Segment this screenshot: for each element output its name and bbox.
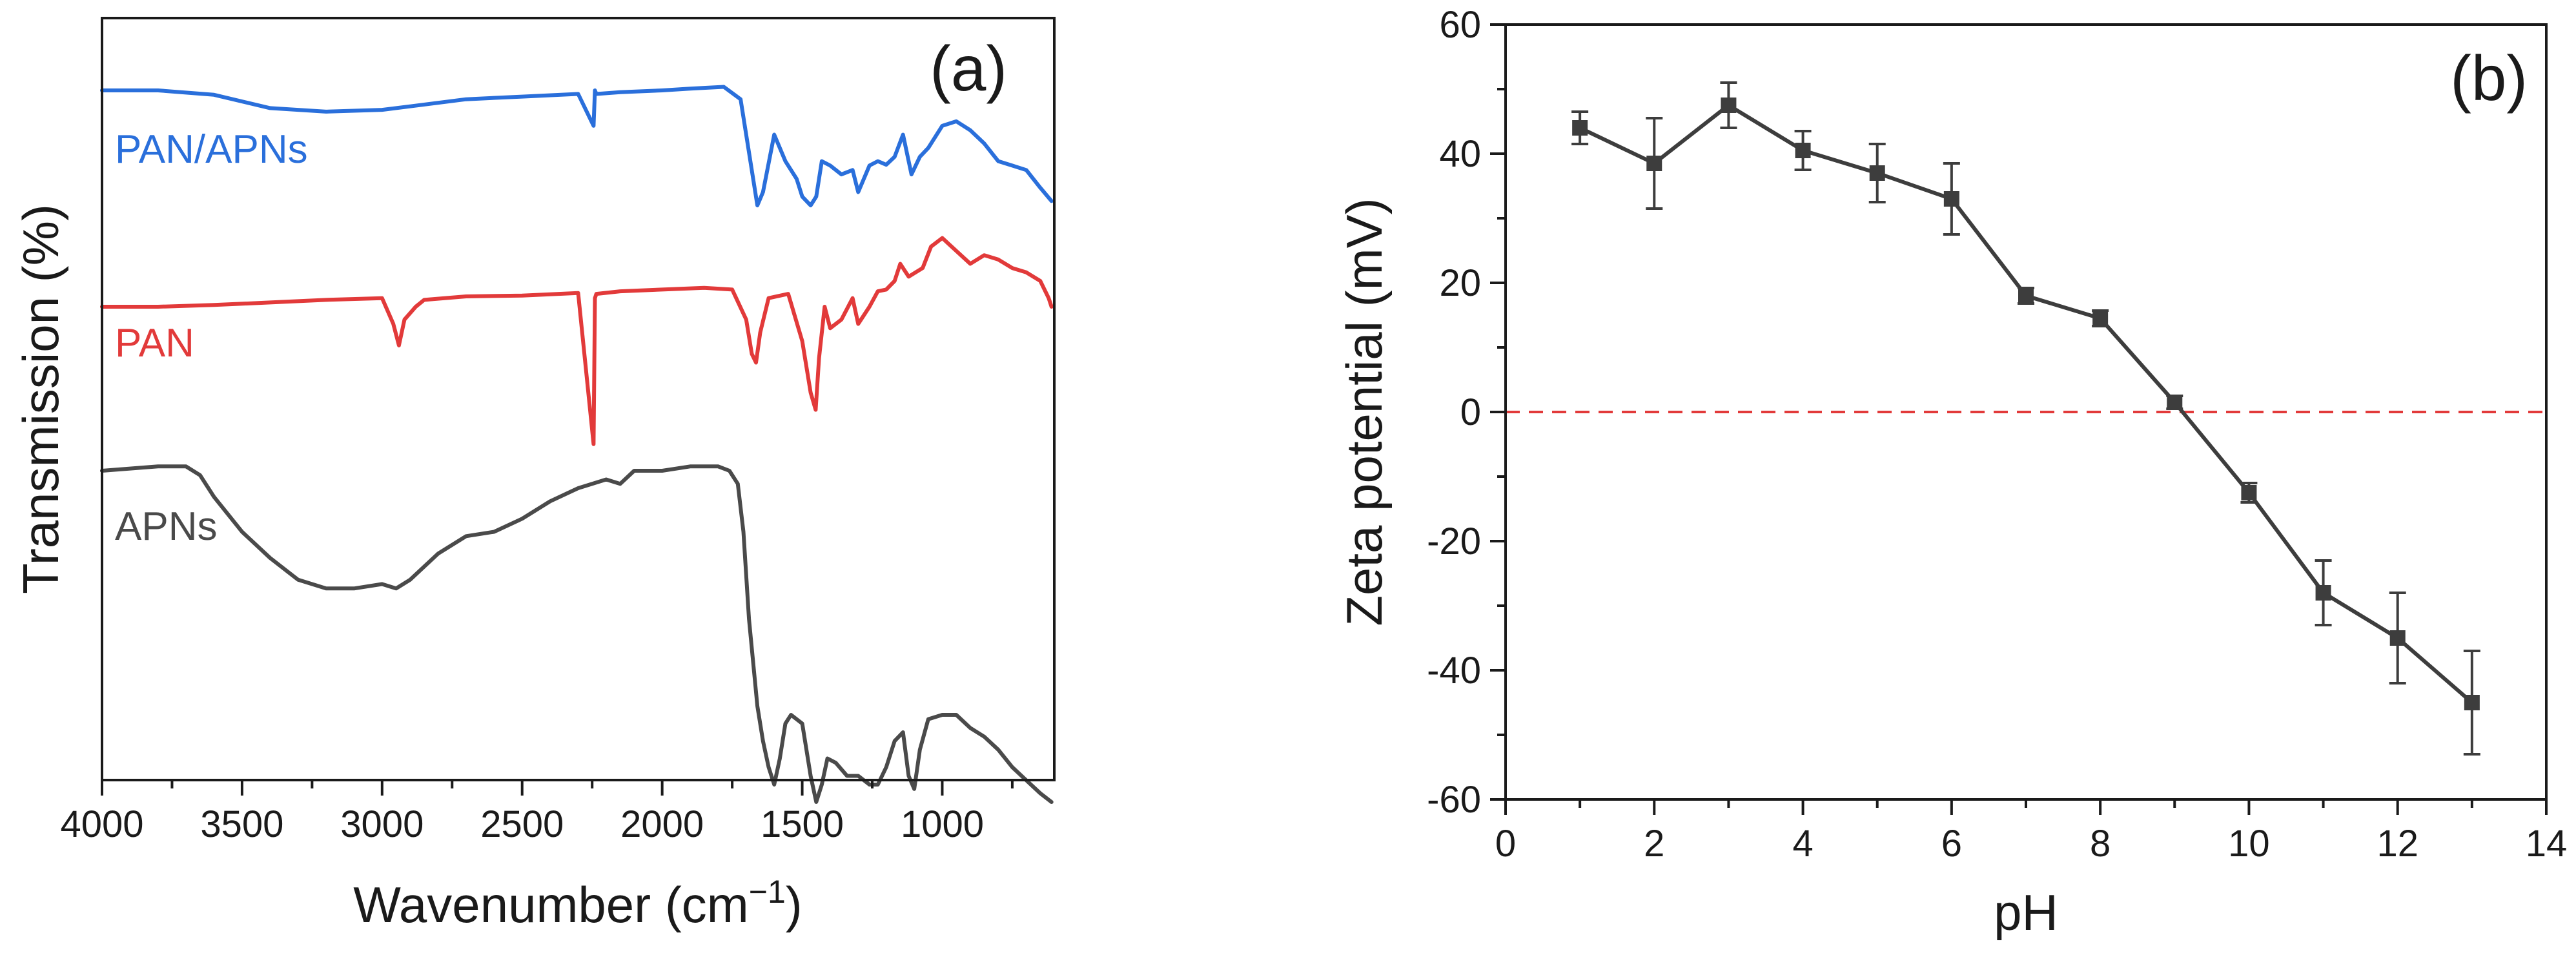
- x-tick-label: 1000: [901, 803, 984, 845]
- data-point-group: [1868, 143, 1886, 203]
- x-tick-label: 3000: [340, 803, 424, 845]
- data-point-group: [2166, 395, 2183, 410]
- data-point-group: [2389, 592, 2406, 684]
- y-tick-label: -60: [1427, 779, 1481, 821]
- y-tick-label: 0: [1460, 391, 1481, 433]
- panel-a-plot-area: PAN/APNs PAN APNs: [100, 85, 1054, 804]
- y-tick-label: 40: [1439, 133, 1481, 175]
- data-point-group: [2018, 287, 2034, 305]
- data-point-group: [1646, 117, 1663, 210]
- series-label-pan-apns: PAN/APNs: [115, 127, 308, 172]
- data-point-group: [2092, 309, 2109, 327]
- panel-b-label: (b): [2450, 43, 2528, 114]
- data-point-marker: [2389, 630, 2406, 646]
- data-point-group: [2315, 559, 2332, 626]
- panel-b-x-axis-title: pH: [1994, 884, 2058, 941]
- series-label-pan: PAN: [115, 321, 194, 365]
- x-tick-label: 8: [2090, 823, 2111, 865]
- x-tick-label: 12: [2377, 823, 2418, 865]
- data-point-group: [1571, 110, 1589, 145]
- x-tick-label: 10: [2228, 823, 2270, 865]
- panel-a-y-axis-title: Transmission (%): [12, 204, 69, 594]
- data-point-marker: [2092, 311, 2109, 326]
- data-point-group: [1720, 81, 1737, 129]
- x-tick-label: 1500: [761, 803, 844, 845]
- y-tick-label: -20: [1427, 520, 1481, 562]
- data-point-group: [2463, 650, 2480, 756]
- data-point-marker: [2167, 395, 2183, 410]
- panel-a-ftir-chart: PAN/APNs PAN APNs 4000 3500 3000 2500 2000 1500…: [12, 17, 1056, 933]
- panel-b-x-ticks: 0 2 4 6 8 10 12 14: [1495, 799, 2567, 865]
- x-tick-label: 2: [1644, 823, 1664, 865]
- x-tick-label: 2500: [480, 803, 564, 845]
- panel-b-y-ticks: -60 -40 -20 0 20 40 60: [1427, 4, 1506, 821]
- x-tick-label: 3500: [200, 803, 283, 845]
- data-point-group: [1943, 162, 1960, 236]
- data-point-group: [2240, 482, 2258, 504]
- panel-a-frame: [101, 17, 1056, 781]
- x-tick-label: 0: [1495, 823, 1516, 865]
- panel-b-y-axis-title: Zeta potential (mV): [1336, 198, 1393, 626]
- y-tick-label: 20: [1439, 262, 1481, 304]
- spectrum-line-pan: [100, 236, 1054, 446]
- data-point-marker: [1572, 120, 1588, 136]
- panel-a-x-ticks: 4000 3500 3000 2500 2000 1500 1000: [60, 780, 1014, 845]
- panel-b-plot-area: [1506, 81, 2546, 756]
- x-tick-label: 14: [2526, 823, 2568, 865]
- data-point-marker: [1943, 191, 1959, 207]
- zeta-series-line: [1579, 103, 2473, 705]
- panel-a-x-axis-title: Wavenumber (cm−1): [353, 874, 802, 933]
- data-point-marker: [2464, 695, 2480, 710]
- data-point-marker: [2315, 585, 2331, 601]
- panel-b-zeta-chart: 0 2 4 6 8 10 12 14 -60 -40 -20 0 20 40 60 (b) pH Zeta…: [1336, 4, 2567, 941]
- spectrum-line-pan-apns: [100, 85, 1054, 208]
- x-tick-label: 2000: [620, 803, 704, 845]
- data-point-marker: [1646, 156, 1662, 171]
- data-point-marker: [1869, 165, 1885, 181]
- spectrum-line-apns: [100, 464, 1054, 804]
- data-point-marker: [1721, 98, 1737, 113]
- series-label-apns: APNs: [115, 504, 217, 549]
- data-point-marker: [2018, 288, 2034, 304]
- x-tick-label: 4: [1792, 823, 1813, 865]
- x-tick-label: 4000: [60, 803, 143, 845]
- y-tick-label: -40: [1427, 650, 1481, 692]
- y-tick-label: 60: [1439, 4, 1481, 46]
- data-point-group: [1794, 130, 1812, 171]
- x-tick-label: 6: [1941, 823, 1962, 865]
- data-point-marker: [1795, 143, 1811, 158]
- data-point-marker: [2241, 485, 2257, 500]
- panel-a-label: (a): [930, 33, 1007, 104]
